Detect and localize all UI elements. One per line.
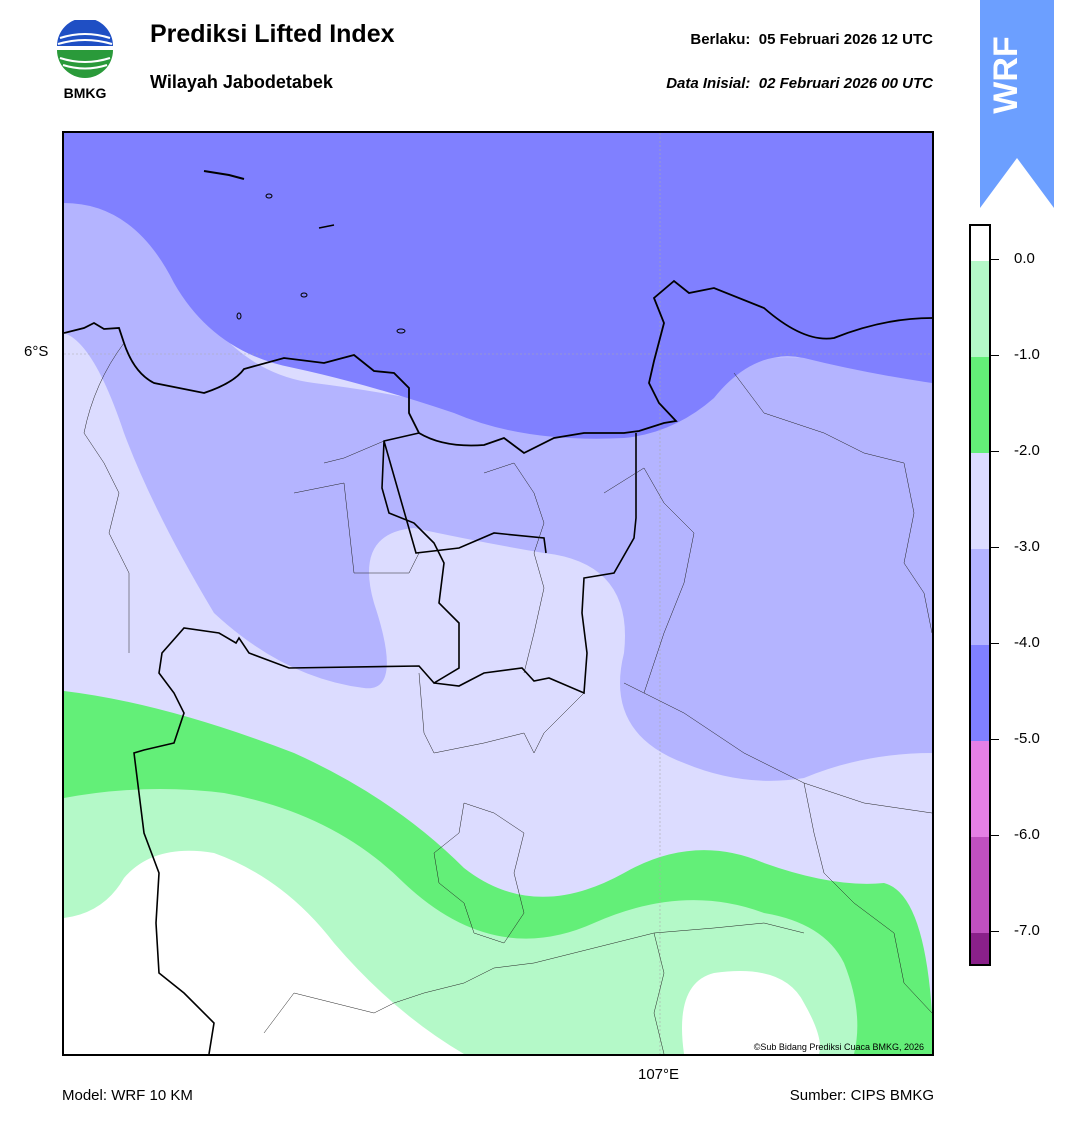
lat-label: 6°S — [24, 343, 49, 360]
colorbar-tick-label: -5.0 — [1014, 730, 1040, 747]
valid-time: Berlaku: 05 Februari 2026 12 UTC — [690, 31, 933, 48]
colorbar — [969, 224, 991, 966]
colorbar-tick-label: -7.0 — [1014, 922, 1040, 939]
island — [300, 292, 308, 298]
colorbar-tick — [991, 643, 999, 644]
province-boundary-west — [133, 432, 460, 1054]
colorbar-tick-label: -2.0 — [1014, 442, 1040, 459]
colorbar-segment — [971, 645, 989, 741]
jakarta-boundary — [383, 440, 547, 554]
colorbar-segment — [971, 837, 989, 933]
model-label: Model: WRF 10 KM — [62, 1087, 193, 1104]
colorbar-segment — [971, 226, 989, 261]
init-value: 02 Februari 2026 00 UTC — [758, 75, 933, 92]
province-boundary-east — [433, 433, 637, 695]
init-label: Data Inisial: — [666, 75, 751, 92]
colorbar-tick — [991, 355, 999, 356]
li-zone-0-south — [682, 971, 820, 1054]
valid-label: Berlaku: — [690, 31, 751, 48]
island — [396, 328, 406, 334]
island — [318, 224, 335, 229]
coastline — [64, 279, 932, 455]
colorbar-segment — [971, 741, 989, 837]
island — [203, 170, 245, 180]
colorbar-tick-label: 0.0 — [1014, 250, 1035, 267]
li-zone--5 — [64, 133, 932, 439]
li-zone--4 — [64, 202, 932, 781]
colorbar-tick-label: -1.0 — [1014, 346, 1040, 363]
li-zone-0-west — [64, 850, 464, 1054]
district-lines — [83, 342, 932, 1054]
map-subtitle: Wilayah Jabodetabek — [150, 72, 333, 92]
colorbar-tick — [991, 451, 999, 452]
island — [265, 193, 273, 199]
colorbar-segment — [971, 549, 989, 645]
map-canvas — [64, 133, 932, 1054]
lifted-index-map: ©Sub Bidang Prediksi Cuaca BMKG, 2026 — [62, 131, 934, 1056]
bmkg-logo-text: BMKG — [63, 85, 107, 101]
colorbar-tick — [991, 547, 999, 548]
colorbar-tick-label: -6.0 — [1014, 826, 1040, 843]
wrf-badge-text: WRF — [987, 36, 1025, 113]
map-title: Prediksi Lifted Index — [150, 20, 395, 48]
colorbar-tick-label: -3.0 — [1014, 538, 1040, 555]
colorbar-tick — [991, 739, 999, 740]
colorbar-segment — [971, 453, 989, 549]
island — [236, 312, 242, 320]
init-time: Data Inisial: 02 Februari 2026 00 UTC — [666, 75, 933, 92]
colorbar-segment — [971, 357, 989, 453]
valid-value: 05 Februari 2026 12 UTC — [758, 31, 933, 48]
map-credit: ©Sub Bidang Prediksi Cuaca BMKG, 2026 — [753, 1042, 924, 1052]
colorbar-tick — [991, 835, 999, 836]
colorbar-segment — [971, 933, 989, 964]
colorbar-segment — [971, 261, 989, 357]
wrf-badge-icon: WRF — [980, 0, 1054, 208]
lon-label: 107°E — [638, 1066, 680, 1083]
bmkg-logo-icon — [57, 20, 113, 78]
colorbar-tick — [991, 931, 999, 932]
source-label: Sumber: CIPS BMKG — [789, 1087, 934, 1104]
colorbar-tick — [991, 259, 999, 260]
colorbar-tick-label: -4.0 — [1014, 634, 1040, 651]
